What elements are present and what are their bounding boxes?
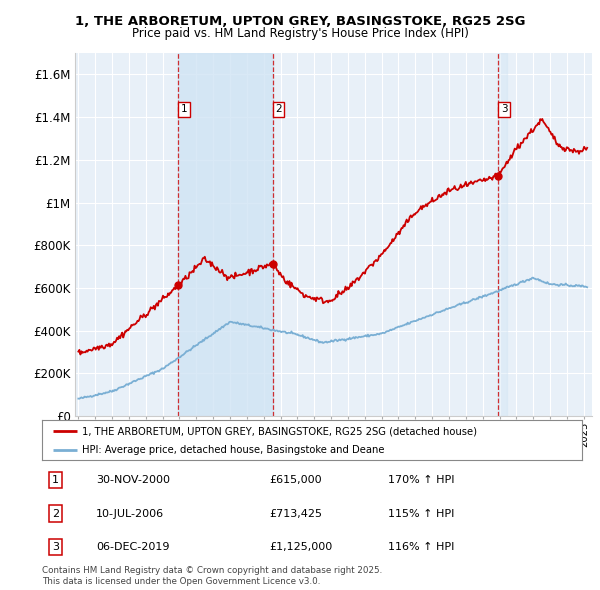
Text: 1: 1 <box>52 476 59 486</box>
Text: 170% ↑ HPI: 170% ↑ HPI <box>388 476 454 486</box>
Text: 3: 3 <box>501 104 508 114</box>
Text: 115% ↑ HPI: 115% ↑ HPI <box>388 509 454 519</box>
Text: 10-JUL-2006: 10-JUL-2006 <box>96 509 164 519</box>
Bar <box>178 53 272 416</box>
Text: 116% ↑ HPI: 116% ↑ HPI <box>388 542 454 552</box>
Text: 1, THE ARBORETUM, UPTON GREY, BASINGSTOKE, RG25 2SG: 1, THE ARBORETUM, UPTON GREY, BASINGSTOK… <box>75 15 525 28</box>
Text: £615,000: £615,000 <box>269 476 322 486</box>
Text: 1: 1 <box>181 104 187 114</box>
Text: Price paid vs. HM Land Registry's House Price Index (HPI): Price paid vs. HM Land Registry's House … <box>131 27 469 40</box>
Text: 3: 3 <box>52 542 59 552</box>
Text: £1,125,000: £1,125,000 <box>269 542 332 552</box>
Text: 1, THE ARBORETUM, UPTON GREY, BASINGSTOKE, RG25 2SG (detached house): 1, THE ARBORETUM, UPTON GREY, BASINGSTOK… <box>83 427 478 437</box>
Text: 2: 2 <box>275 104 282 114</box>
Text: 2: 2 <box>52 509 59 519</box>
Text: HPI: Average price, detached house, Basingstoke and Deane: HPI: Average price, detached house, Basi… <box>83 445 385 455</box>
Text: Contains HM Land Registry data © Crown copyright and database right 2025.
This d: Contains HM Land Registry data © Crown c… <box>42 566 382 586</box>
Text: 30-NOV-2000: 30-NOV-2000 <box>96 476 170 486</box>
Text: £713,425: £713,425 <box>269 509 322 519</box>
Text: 06-DEC-2019: 06-DEC-2019 <box>96 542 170 552</box>
Bar <box>499 53 507 416</box>
